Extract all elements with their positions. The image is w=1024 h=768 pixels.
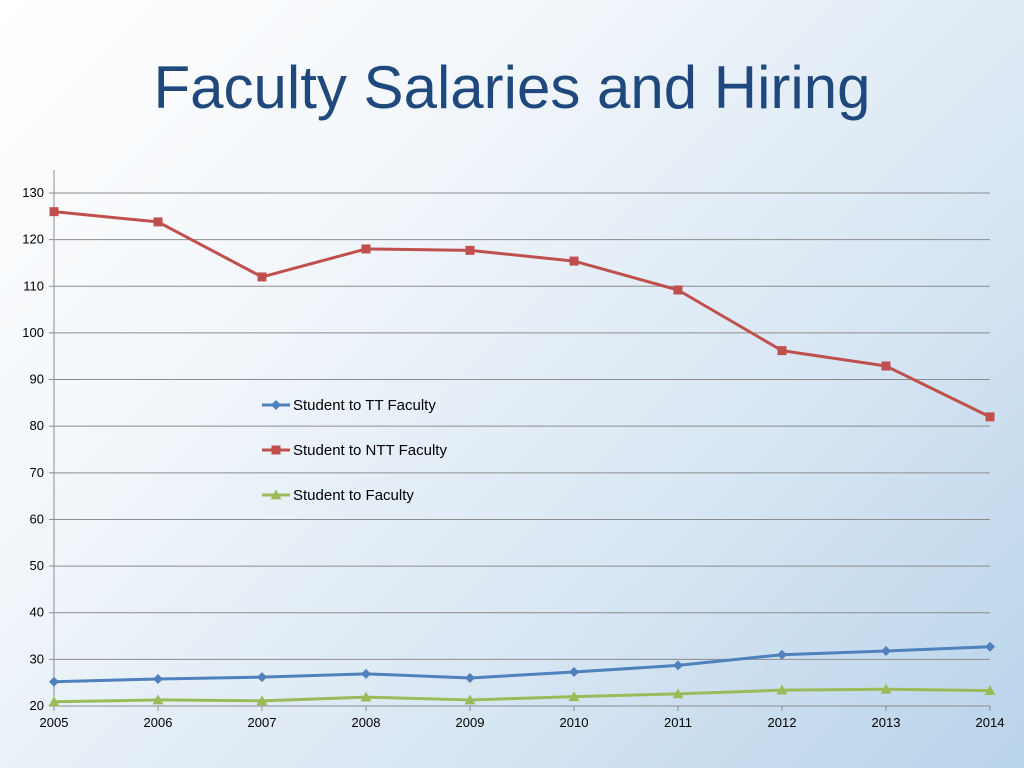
y-tick-label-30: 30 bbox=[30, 651, 44, 666]
data-point-2009 bbox=[464, 694, 476, 705]
y-tick-labels: 20 30 40 50 60 70 80 90 100 110 120 130 bbox=[22, 185, 44, 713]
legend-marker bbox=[271, 400, 281, 410]
legend-label: Student to NTT Faculty bbox=[293, 442, 447, 459]
y-tick-label-50: 50 bbox=[30, 558, 44, 573]
data-point-2007 bbox=[256, 695, 268, 706]
data-point-2005 bbox=[48, 696, 60, 707]
data-point-2006 bbox=[152, 694, 164, 705]
x-tick-label-2006: 2006 bbox=[144, 715, 173, 730]
legend-label: Student to Faculty bbox=[293, 487, 414, 504]
series-line bbox=[53, 687, 991, 704]
y-tick-label-130: 130 bbox=[22, 185, 44, 200]
x-tick-label-2011: 2011 bbox=[664, 715, 692, 730]
y-tick-label-70: 70 bbox=[30, 465, 44, 480]
data-point-2010 bbox=[568, 691, 580, 702]
y-tick-label-80: 80 bbox=[30, 418, 44, 433]
data-point-2005 bbox=[49, 207, 59, 217]
axes bbox=[49, 170, 991, 711]
legend-item-1: Student to TT Faculty bbox=[262, 397, 436, 414]
data-point-2010 bbox=[569, 256, 579, 266]
data-point-2011 bbox=[672, 688, 684, 699]
y-tick-label-40: 40 bbox=[30, 605, 44, 620]
series-line bbox=[53, 210, 991, 419]
data-point-2011 bbox=[673, 285, 683, 295]
legend-item-3: Student to Faculty bbox=[262, 487, 414, 504]
data-point-2009 bbox=[465, 673, 475, 684]
x-tick-label-2014: 2014 bbox=[976, 715, 1005, 730]
data-point-2011 bbox=[673, 660, 683, 671]
x-tick-label-2009: 2009 bbox=[456, 715, 485, 730]
data-point-2012 bbox=[777, 649, 787, 660]
data-point-2013 bbox=[880, 683, 892, 694]
data-point-2008 bbox=[361, 244, 371, 254]
x-tick-label-2008: 2008 bbox=[352, 715, 381, 730]
series-3 bbox=[48, 683, 996, 707]
x-tick-label-2012: 2012 bbox=[768, 715, 797, 730]
series-1 bbox=[49, 641, 995, 687]
data-point-2006 bbox=[153, 673, 163, 684]
data-point-2005 bbox=[49, 676, 59, 687]
series-group bbox=[48, 207, 996, 707]
legend-item-2: Student to NTT Faculty bbox=[262, 442, 447, 459]
data-point-2008 bbox=[361, 668, 371, 679]
series-2 bbox=[49, 207, 995, 422]
data-point-2014 bbox=[985, 412, 995, 422]
data-point-2006 bbox=[153, 217, 163, 227]
y-tick-label-60: 60 bbox=[30, 511, 44, 526]
data-point-2012 bbox=[777, 346, 787, 356]
data-point-2009 bbox=[465, 245, 475, 255]
data-point-2007 bbox=[257, 272, 267, 282]
x-tick-label-2010: 2010 bbox=[560, 715, 589, 730]
x-tick-label-2013: 2013 bbox=[872, 715, 901, 730]
y-tick-label-100: 100 bbox=[22, 325, 44, 340]
data-point-2014 bbox=[985, 641, 995, 652]
slide-title: Faculty Salaries and Hiring bbox=[153, 54, 871, 121]
data-point-2010 bbox=[569, 666, 579, 677]
data-point-2012 bbox=[776, 684, 788, 695]
data-point-2013 bbox=[881, 361, 891, 371]
gridlines bbox=[54, 192, 990, 660]
y-tick-label-110: 110 bbox=[23, 278, 44, 293]
legend-label: Student to TT Faculty bbox=[293, 397, 436, 414]
legend: Student to TT Faculty Student to NTT Facu… bbox=[262, 397, 447, 504]
data-point-2008 bbox=[360, 691, 372, 702]
legend-marker bbox=[270, 489, 282, 500]
data-point-2007 bbox=[257, 672, 267, 683]
y-tick-label-120: 120 bbox=[22, 232, 44, 247]
y-tick-label-20: 20 bbox=[30, 698, 44, 713]
series-line bbox=[53, 645, 991, 684]
x-tick-label-2007: 2007 bbox=[248, 715, 277, 730]
data-point-2013 bbox=[881, 645, 891, 656]
y-tick-label-90: 90 bbox=[30, 372, 44, 387]
data-point-2014 bbox=[984, 685, 996, 696]
x-tick-labels: 2005 2006 2007 2008 2009 2010 2011 2012 2013 2014 bbox=[40, 715, 1005, 730]
x-tick-label-2005: 2005 bbox=[40, 715, 69, 730]
legend-marker bbox=[271, 445, 281, 455]
